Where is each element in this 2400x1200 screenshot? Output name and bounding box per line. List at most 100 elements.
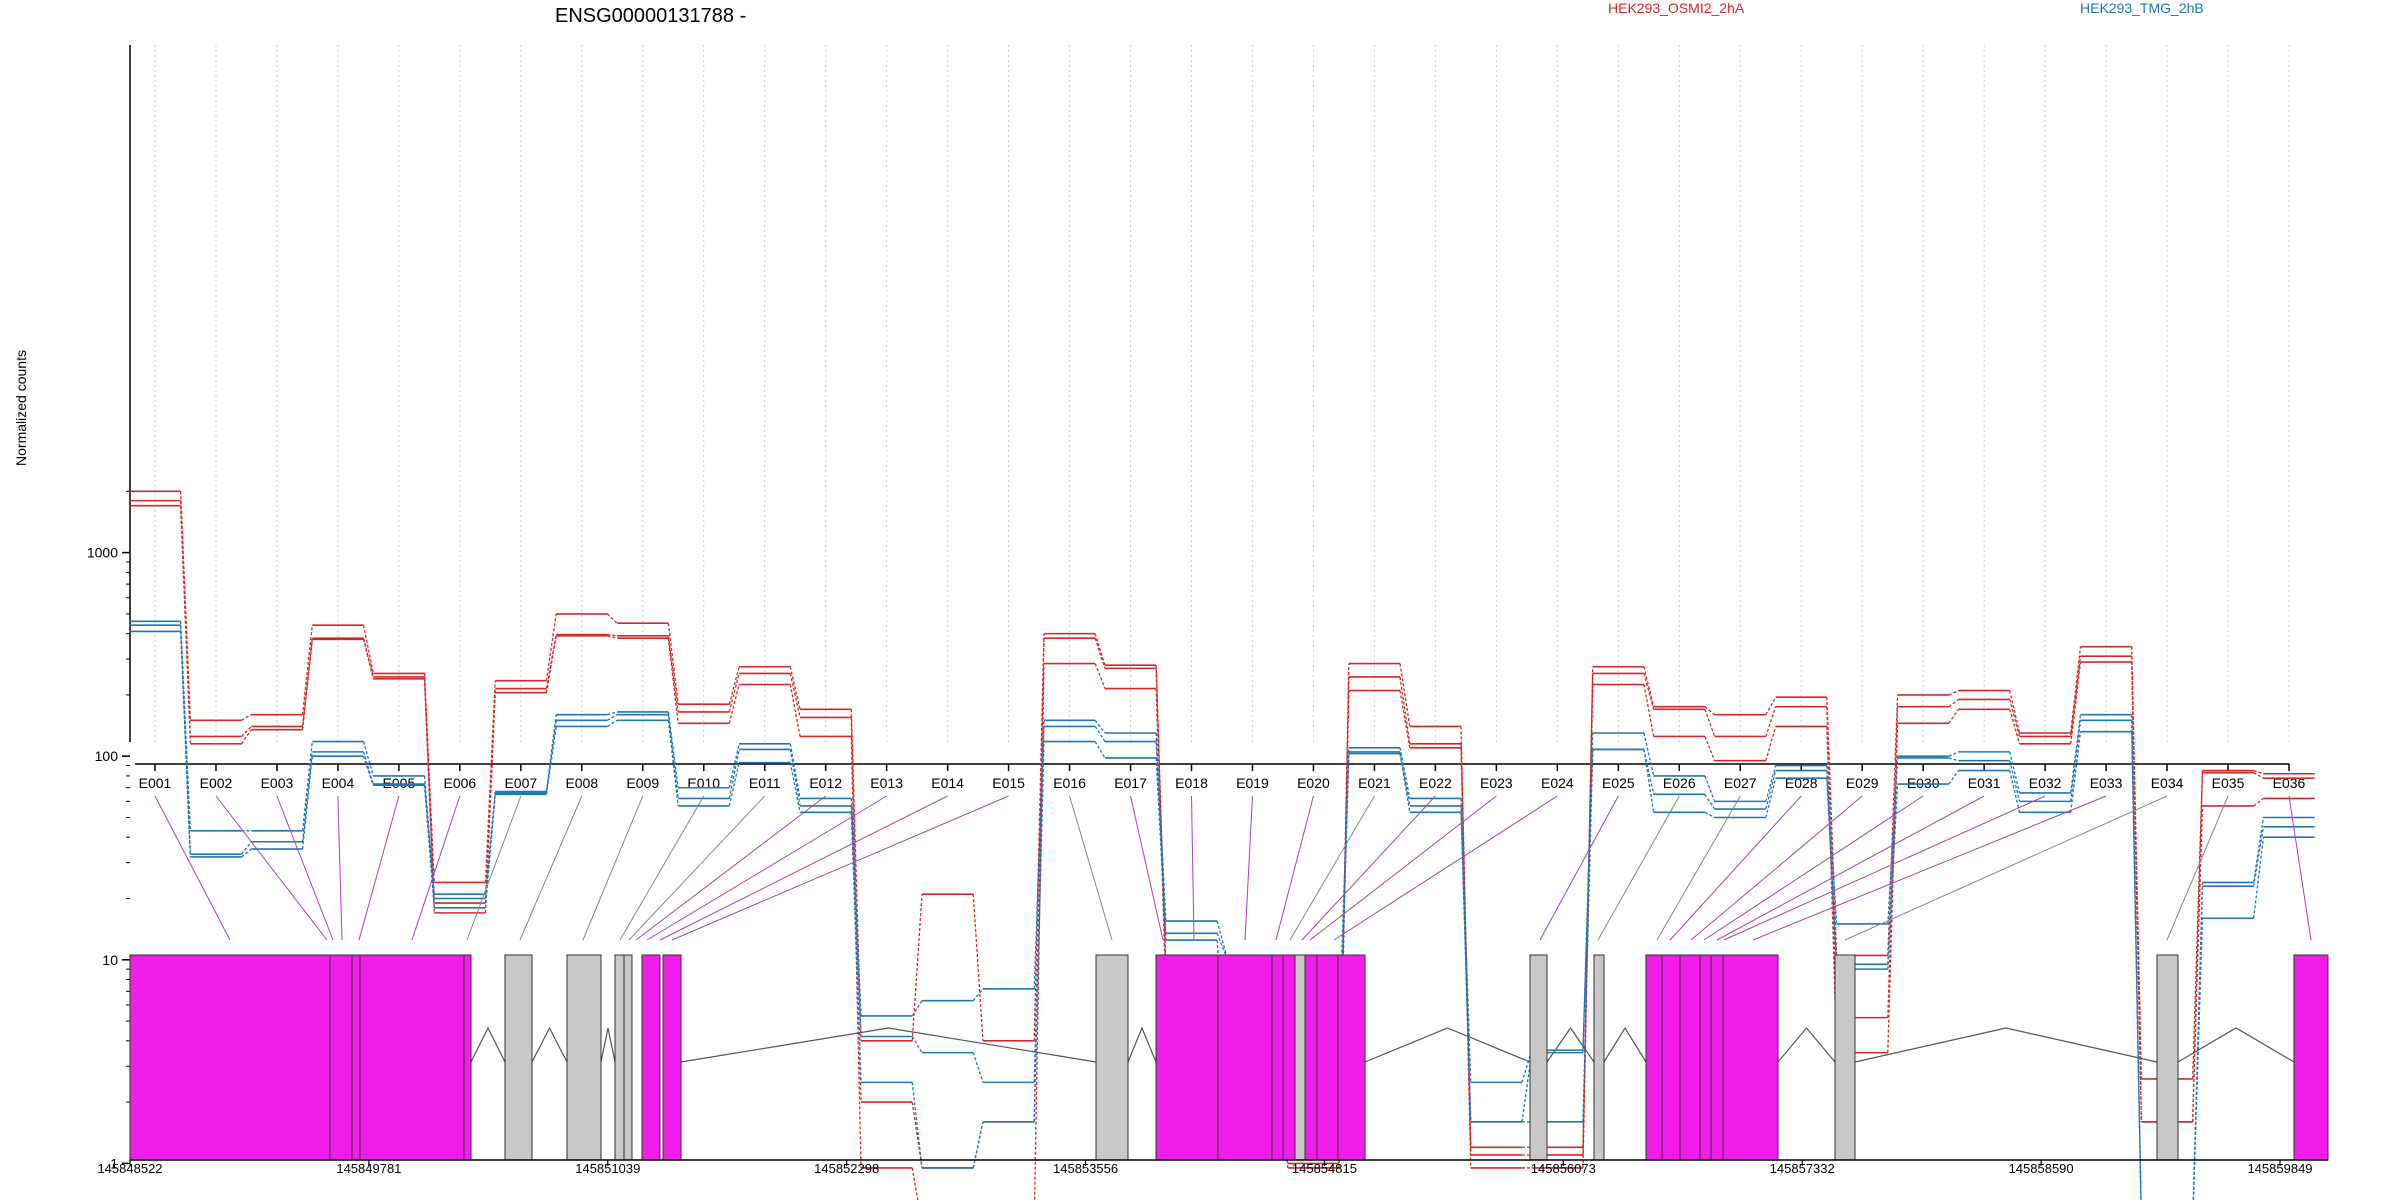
step-connector	[2009, 751, 2021, 794]
y-tick-label: 1	[110, 1155, 118, 1171]
step-connector	[1948, 690, 1959, 696]
x-tick-label: E006	[444, 775, 477, 791]
exon-connector	[1669, 795, 1802, 941]
exon-connector	[619, 795, 705, 941]
exon-connector	[1333, 795, 1558, 941]
step-connector	[241, 848, 252, 858]
step-connector	[1765, 765, 1777, 802]
step-connector	[1948, 751, 1959, 757]
exon-box	[1834, 954, 1856, 1161]
step-connector	[911, 1036, 923, 1053]
genomic-tick-label: 145854815	[1292, 1161, 1357, 1176]
genomic-tick-label: 145857332	[1770, 1161, 1835, 1176]
exon-connector	[659, 795, 948, 941]
exon-connector	[628, 795, 766, 941]
step-connector	[1155, 741, 1167, 934]
step-connector	[1643, 673, 1655, 710]
exon-connector	[466, 795, 522, 941]
intron-line	[1364, 1027, 1531, 1063]
intron-line	[2177, 1027, 2295, 1063]
step-connector	[545, 726, 557, 795]
step-connector	[2253, 797, 2264, 807]
exon-connector	[2166, 795, 2229, 941]
step-connector	[241, 841, 252, 855]
step-connector	[789, 673, 801, 718]
exon-box	[129, 954, 331, 1161]
step-connector	[1704, 811, 1715, 819]
exon-connector	[215, 795, 328, 941]
step-connector	[607, 711, 618, 716]
step-connector	[2252, 837, 2265, 919]
exon-connector	[337, 795, 343, 941]
exon-box	[1095, 954, 1129, 1161]
step-connector	[1033, 741, 1045, 1122]
x-tick-label: E014	[931, 775, 964, 791]
step-connector	[911, 1000, 923, 1017]
step-connector	[301, 625, 313, 715]
exon-connector	[1703, 795, 1924, 941]
step-connector	[1704, 736, 1716, 761]
genomic-tick-label: 145856073	[1531, 1161, 1596, 1176]
step-connector	[2009, 709, 2021, 745]
x-tick-label: E010	[687, 775, 720, 791]
step-connector	[2252, 826, 2265, 887]
exon-box	[1679, 954, 1701, 1161]
exon-connector	[1597, 795, 1680, 941]
y-axis-label: Normalized counts	[13, 350, 29, 466]
exon-connector	[411, 795, 461, 941]
step-connector	[2070, 731, 2082, 813]
exon-connector	[1069, 795, 1113, 941]
exon-connector	[1244, 795, 1253, 941]
step-connector	[241, 714, 252, 721]
exon-connector	[1752, 795, 2107, 941]
step-connector	[789, 743, 801, 799]
exon-box	[1271, 954, 1284, 1161]
genomic-tick-label: 145852298	[814, 1161, 879, 1176]
step-connector	[1094, 663, 1106, 689]
step-connector	[2192, 770, 2204, 1079]
exon-box	[1710, 954, 1724, 1161]
intron-line	[531, 1026, 568, 1063]
step-connector	[972, 1121, 984, 1169]
exon-box	[2156, 954, 2179, 1161]
step-connector	[607, 714, 618, 721]
step-connector	[423, 785, 435, 908]
step-connector	[1094, 719, 1106, 734]
x-tick-label: E033	[2090, 775, 2123, 791]
exon-box	[351, 954, 361, 1161]
exon-connector	[276, 795, 334, 941]
x-tick-label: E031	[1968, 775, 2001, 791]
step-connector	[1887, 757, 1899, 965]
step-connector	[1460, 812, 1472, 1122]
step-connector	[301, 756, 313, 850]
step-connector	[1033, 633, 1045, 1041]
step-connector	[972, 1052, 984, 1083]
x-tick-label: E003	[261, 775, 294, 791]
exon-box	[623, 954, 633, 1161]
step-connector	[1826, 770, 1838, 965]
step-connector	[1521, 1052, 1533, 1122]
step-connector	[1765, 770, 1777, 810]
step-connector	[1094, 637, 1106, 669]
step-connector	[606, 613, 618, 624]
step-connector	[728, 666, 740, 705]
exon-box	[359, 954, 465, 1161]
step-connector	[1765, 706, 1777, 737]
step-connector	[1094, 633, 1106, 666]
step-connector	[1155, 757, 1167, 941]
step-connector	[789, 684, 801, 737]
step-connector	[2192, 918, 2204, 1200]
exon-box	[1316, 954, 1339, 1161]
exon-box	[1217, 954, 1273, 1161]
x-tick-label: E016	[1053, 775, 1086, 791]
exon-box	[1529, 954, 1548, 1161]
legend-tmg: HEK293_TMG_2hB	[2080, 0, 2204, 16]
step-connector	[2070, 714, 2082, 794]
x-tick-label: E012	[809, 775, 842, 791]
exon-box	[662, 954, 682, 1161]
step-connector	[789, 666, 801, 710]
exon-connector	[1309, 795, 1497, 941]
y-tick-label: 100	[95, 748, 119, 764]
step-connector	[2070, 720, 2082, 802]
